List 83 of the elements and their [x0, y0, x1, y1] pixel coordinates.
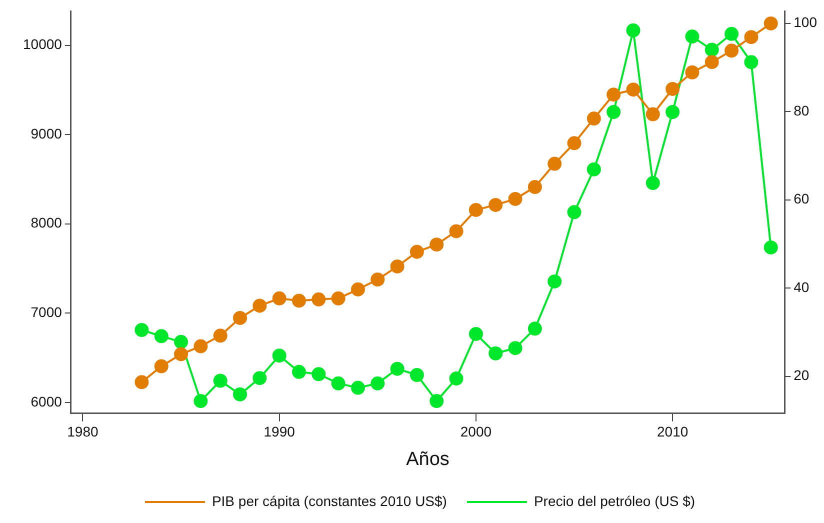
point	[488, 198, 503, 212]
y2-tick-label: 100	[794, 14, 818, 30]
point	[331, 376, 346, 390]
point	[586, 162, 601, 176]
point	[666, 82, 680, 96]
point	[233, 310, 248, 325]
point	[606, 88, 621, 102]
x-tick-label: 1990	[264, 424, 296, 440]
point	[370, 376, 385, 390]
point	[410, 368, 424, 382]
x-tick-label: 2010	[656, 424, 688, 440]
y2-tick-label: 20	[794, 367, 810, 384]
point	[292, 364, 306, 379]
point	[174, 347, 188, 362]
point	[567, 205, 582, 220]
point	[468, 326, 483, 341]
y-tick-label: 8000	[30, 214, 62, 231]
y-tick-label: 7000	[30, 304, 62, 320]
point	[174, 334, 188, 349]
y2-tick-label: 80	[794, 102, 810, 118]
y2-tick-label: 40	[794, 278, 810, 295]
point	[508, 192, 522, 206]
point	[154, 359, 168, 374]
point	[449, 224, 464, 238]
point	[272, 291, 286, 306]
point	[194, 394, 208, 408]
point	[468, 202, 483, 217]
point	[272, 348, 286, 363]
point	[606, 105, 621, 120]
x-tick-label: 1980	[67, 424, 99, 440]
point	[666, 105, 680, 120]
point	[292, 294, 306, 308]
point	[233, 387, 248, 402]
point	[350, 282, 365, 296]
y-tick-label: 6000	[30, 393, 62, 410]
point	[724, 26, 739, 41]
point	[626, 82, 640, 97]
point	[685, 30, 700, 44]
point	[528, 322, 542, 336]
point	[430, 238, 444, 252]
point	[744, 30, 758, 44]
point	[488, 346, 503, 360]
point	[312, 367, 326, 382]
point	[312, 292, 326, 306]
legend-label: Precio del petróleo (US $)	[534, 492, 696, 509]
legend-label: PIB per cápita (constantes 2010 US$)	[212, 492, 447, 509]
point	[194, 339, 208, 354]
point	[252, 298, 267, 313]
point	[685, 65, 700, 80]
point	[390, 259, 404, 274]
point	[134, 323, 149, 337]
point	[528, 180, 542, 194]
point	[134, 375, 149, 390]
point	[626, 23, 640, 38]
point	[548, 274, 562, 288]
y2-tick-label: 60	[794, 190, 810, 207]
point	[252, 371, 267, 386]
point	[331, 291, 346, 306]
point	[704, 55, 719, 70]
point	[449, 372, 464, 386]
point	[390, 362, 404, 376]
point	[548, 156, 562, 171]
x-tick-label: 2000	[460, 424, 492, 440]
point	[704, 42, 719, 57]
y-tick-label: 9000	[30, 125, 62, 142]
point	[567, 136, 582, 150]
point	[744, 55, 758, 70]
point	[430, 394, 444, 408]
point	[586, 112, 601, 126]
point	[764, 240, 778, 254]
point	[724, 44, 739, 58]
point	[646, 176, 660, 190]
point	[370, 272, 385, 286]
point	[213, 328, 228, 343]
point	[410, 244, 424, 259]
point	[764, 16, 778, 30]
point	[213, 374, 228, 388]
point	[646, 107, 660, 122]
point	[350, 380, 365, 395]
y-tick-label: 10000	[22, 36, 62, 52]
x-axis-title: Años	[406, 448, 450, 470]
point	[154, 329, 168, 344]
point	[508, 341, 522, 356]
